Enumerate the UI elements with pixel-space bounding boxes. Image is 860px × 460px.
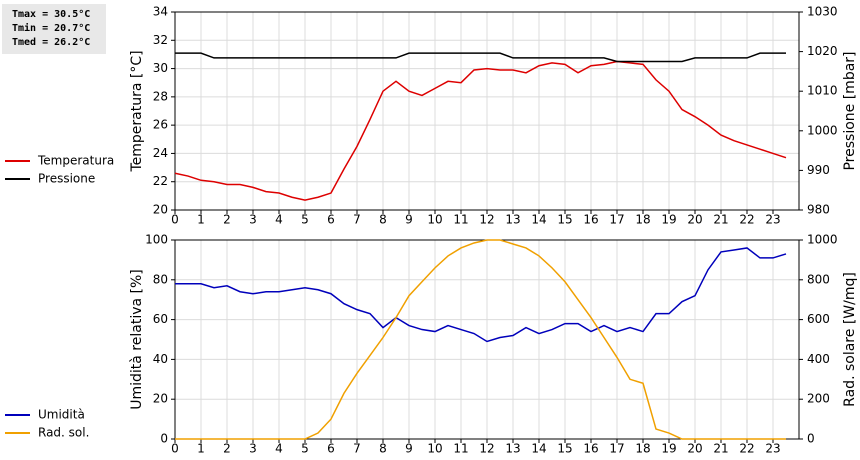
x-tick-label: 12 [479,442,494,456]
x-tick-label: 7 [353,442,361,456]
y-tick-label: 32 [153,33,168,47]
y-tick-label: 100 [145,233,168,247]
x-tick-label: 20 [687,213,702,227]
x-tick-label: 2 [223,442,231,456]
y2-tick-label: 1030 [807,5,838,19]
x-tick-label: 14 [531,213,546,227]
x-tick-label: 4 [275,442,283,456]
y2-tick-label: 600 [807,312,830,326]
x-tick-label: 6 [327,213,335,227]
x-tick-label: 5 [301,213,309,227]
x-tick-label: 20 [687,442,702,456]
y-tick-label: 60 [153,312,168,326]
y-tick-label: 40 [153,352,168,366]
x-tick-label: 0 [171,213,179,227]
y-tick-label: 0 [160,432,168,446]
x-tick-label: 19 [661,442,676,456]
x-tick-label: 5 [301,442,309,456]
x-tick-label: 12 [479,213,494,227]
y2-tick-label: 1010 [807,84,838,98]
y2-tick-label: 400 [807,352,830,366]
series-line [175,247,787,343]
series-line [174,60,787,201]
y2-axis-label: Rad. solare [W/mq] [842,272,858,407]
y2-tick-label: 800 [807,272,830,286]
x-tick-label: 17 [609,213,624,227]
x-tick-label: 1 [197,213,205,227]
legend-label: Temperatura [37,154,114,168]
x-tick-label: 13 [505,442,520,456]
stats-text: Tmin = 20.7°C [12,22,90,34]
x-tick-label: 22 [739,213,754,227]
x-tick-label: 0 [171,442,179,456]
y-tick-label: 26 [153,118,168,132]
x-tick-label: 8 [379,213,387,227]
plot-frame [174,11,800,211]
x-tick-label: 22 [739,442,754,456]
y2-tick-label: 980 [807,203,830,217]
y-tick-label: 22 [153,174,168,188]
y-tick-label: 20 [153,392,168,406]
x-tick-label: 1 [197,442,205,456]
x-tick-label: 10 [427,213,442,227]
stats-box [2,4,106,54]
x-tick-label: 19 [661,213,676,227]
y-tick-label: 30 [153,61,168,75]
x-tick-label: 3 [249,442,257,456]
y2-tick-label: 200 [807,392,830,406]
x-tick-label: 18 [635,213,650,227]
y-tick-label: 80 [153,272,168,286]
legend-label: Rad. sol. [38,426,89,440]
x-tick-label: 15 [557,213,572,227]
y-tick-label: 24 [153,146,168,160]
y2-axis-label: Pressione [mbar] [842,51,858,170]
series-line [175,239,786,440]
x-tick-label: 11 [453,213,468,227]
x-tick-label: 8 [379,442,387,456]
x-tick-label: 16 [583,442,598,456]
y2-tick-label: 1000 [807,123,838,137]
x-tick-label: 17 [609,442,624,456]
stats-text: Tmed = 26.2°C [12,37,90,48]
legend-label: Pressione [38,172,95,186]
y2-tick-label: 1020 [807,44,838,58]
x-tick-label: 9 [405,213,413,227]
y2-tick-label: 990 [807,163,830,177]
y-tick-label: 34 [153,5,168,19]
x-tick-label: 18 [635,442,650,456]
x-tick-label: 21 [713,213,728,227]
y-tick-label: 28 [153,89,168,103]
x-tick-label: 3 [249,213,257,227]
x-tick-label: 9 [405,442,413,456]
x-tick-label: 16 [583,213,598,227]
y2-tick-label: 0 [807,432,815,446]
x-tick-label: 14 [531,442,546,456]
y-axis-label: Umidità relativa [%] [129,269,145,410]
x-tick-label: 23 [765,442,780,456]
x-tick-label: 23 [765,213,780,227]
y-axis-label: Temperatura [°C] [129,50,145,172]
x-tick-label: 7 [353,213,361,227]
x-tick-label: 2 [223,213,231,227]
stats-text: Tmax = 30.5°C [12,9,90,20]
x-tick-label: 13 [505,213,520,227]
x-tick-label: 21 [713,442,728,456]
x-tick-label: 4 [275,213,283,227]
x-tick-label: 11 [453,442,468,456]
legend-label: Umidità [38,408,85,422]
y-tick-label: 20 [153,203,168,217]
x-tick-label: 15 [557,442,572,456]
series-line [175,52,786,63]
x-tick-label: 6 [327,442,335,456]
x-tick-label: 10 [427,442,442,456]
y2-tick-label: 1000 [807,233,838,247]
